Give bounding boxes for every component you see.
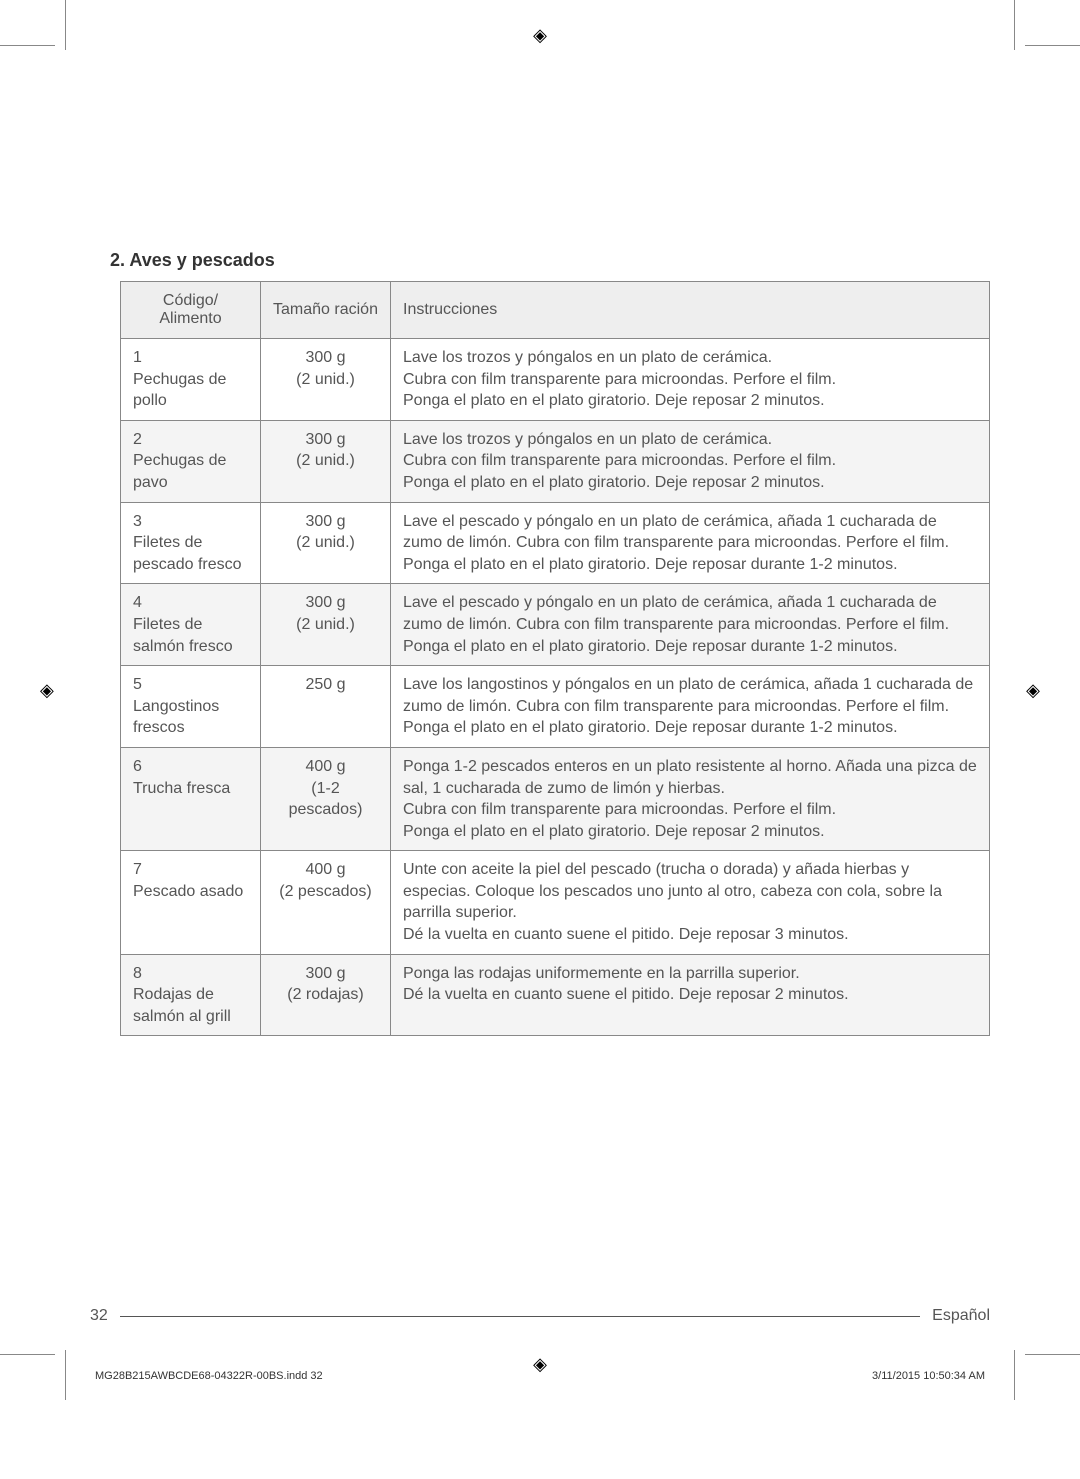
table-row: 8Rodajas de salmón al grill300 g(2 rodaj…	[121, 954, 990, 1036]
cell-tamano: 300 g(2 unid.)	[261, 584, 391, 666]
cell-codigo: 4Filetes de salmón fresco	[121, 584, 261, 666]
table-row: 3Filetes de pescado fresco300 g(2 unid.)…	[121, 502, 990, 584]
cell-instrucciones: Lave los langostinos y póngalos en un pl…	[391, 666, 990, 748]
main-content: 2. Aves y pescados Código/ Alimento Tama…	[90, 250, 990, 1036]
crop-mark-icon	[1014, 0, 1015, 50]
crop-mark-icon	[65, 0, 66, 50]
cell-codigo: 5Langostinos frescos	[121, 666, 261, 748]
cell-tamano: 400 g(2 pescados)	[261, 851, 391, 954]
registration-mark-icon: ◈	[533, 25, 547, 46]
crop-mark-icon	[1014, 1350, 1015, 1400]
crop-mark-icon	[0, 1354, 55, 1355]
col-header-codigo: Código/ Alimento	[121, 282, 261, 339]
cell-codigo: 1Pechugas de pollo	[121, 339, 261, 421]
table-row: 6Trucha fresca400 g(1-2 pescados)Ponga 1…	[121, 747, 990, 850]
cell-instrucciones: Lave los trozos y póngalos en un plato d…	[391, 420, 990, 502]
cell-codigo: 2Pechugas de pavo	[121, 420, 261, 502]
section-title: 2. Aves y pescados	[90, 250, 990, 271]
food-table: Código/ Alimento Tamaño ración Instrucci…	[120, 281, 990, 1036]
footer-rule	[120, 1316, 920, 1317]
cell-codigo: 7Pescado asado	[121, 851, 261, 954]
document-page: ◈ ◈ ◈ ◈ 2. Aves y pescados Código/ Alime…	[0, 0, 1080, 1400]
cell-tamano: 400 g(1-2 pescados)	[261, 747, 391, 850]
crop-mark-icon	[1025, 45, 1080, 46]
cell-tamano: 300 g(2 unid.)	[261, 339, 391, 421]
page-footer: 32 Español	[90, 1307, 990, 1325]
cell-instrucciones: Lave el pescado y póngalo en un plato de…	[391, 502, 990, 584]
cell-instrucciones: Lave los trozos y póngalos en un plato d…	[391, 339, 990, 421]
cell-instrucciones: Ponga las rodajas uniformemente en la pa…	[391, 954, 990, 1036]
section-name: Aves y pescados	[129, 250, 274, 270]
table-row: 5Langostinos frescos250 gLave los langos…	[121, 666, 990, 748]
cell-tamano: 300 g(2 unid.)	[261, 420, 391, 502]
cell-instrucciones: Unte con aceite la piel del pescado (tru…	[391, 851, 990, 954]
section-number: 2.	[110, 250, 125, 270]
table-row: 4Filetes de salmón fresco300 g(2 unid.)L…	[121, 584, 990, 666]
cell-tamano: 300 g(2 rodajas)	[261, 954, 391, 1036]
cell-instrucciones: Lave el pescado y póngalo en un plato de…	[391, 584, 990, 666]
cell-codigo: 8Rodajas de salmón al grill	[121, 954, 261, 1036]
language-label: Español	[932, 1307, 990, 1325]
cell-tamano: 300 g(2 unid.)	[261, 502, 391, 584]
cell-codigo: 3Filetes de pescado fresco	[121, 502, 261, 584]
crop-mark-icon	[65, 1350, 66, 1400]
registration-mark-icon: ◈	[1026, 680, 1040, 701]
crop-mark-icon	[1025, 1354, 1080, 1355]
table-row: 1Pechugas de pollo300 g(2 unid.)Lave los…	[121, 339, 990, 421]
table-header-row: Código/ Alimento Tamaño ración Instrucci…	[121, 282, 990, 339]
print-timestamp: 3/11/2015 10:50:34 AM	[872, 1370, 985, 1382]
table-row: 2Pechugas de pavo300 g(2 unid.)Lave los …	[121, 420, 990, 502]
print-metadata: MG28B215AWBCDE68-04322R-00BS.indd 32 3/1…	[95, 1370, 985, 1382]
col-header-tamano: Tamaño ración	[261, 282, 391, 339]
cell-codigo: 6Trucha fresca	[121, 747, 261, 850]
crop-mark-icon	[0, 45, 55, 46]
cell-tamano: 250 g	[261, 666, 391, 748]
cell-instrucciones: Ponga 1-2 pescados enteros en un plato r…	[391, 747, 990, 850]
registration-mark-icon: ◈	[40, 680, 54, 701]
col-header-instrucciones: Instrucciones	[391, 282, 990, 339]
table-row: 7Pescado asado400 g(2 pescados)Unte con …	[121, 851, 990, 954]
print-filename: MG28B215AWBCDE68-04322R-00BS.indd 32	[95, 1370, 323, 1382]
page-number: 32	[90, 1307, 108, 1325]
